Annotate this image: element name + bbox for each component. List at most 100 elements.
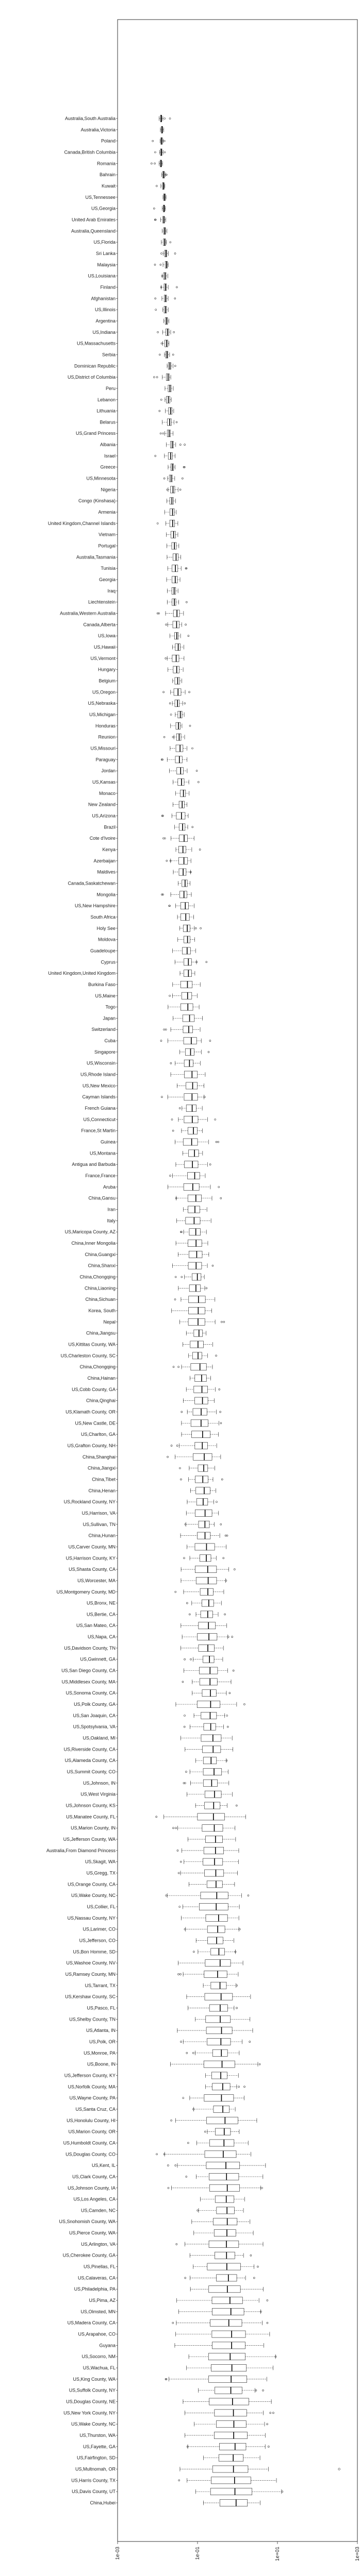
y-tick-label: US,Suffolk County, NY bbox=[69, 2388, 116, 2393]
box bbox=[185, 1217, 201, 1225]
outlier-point bbox=[185, 567, 188, 570]
outlier-point bbox=[180, 2041, 182, 2043]
box bbox=[186, 1082, 198, 1090]
box bbox=[184, 1115, 199, 1123]
y-tick-label: Canada,Saskatchewan bbox=[68, 880, 116, 886]
y-tick-label: US,Jefferson County, WA bbox=[63, 1837, 116, 1842]
outlier-point bbox=[163, 1028, 165, 1031]
outlier-point bbox=[153, 207, 155, 210]
outlier-point bbox=[180, 1411, 183, 1413]
y-tick-label: Sri Lanka bbox=[96, 251, 116, 256]
y-tick-label: US,Atlanta, IN bbox=[86, 2028, 116, 2033]
box bbox=[180, 902, 189, 910]
box bbox=[216, 2420, 247, 2428]
y-tick-label: Finland bbox=[100, 284, 116, 290]
y-tick-label: US,Maine bbox=[95, 993, 116, 998]
box bbox=[183, 1026, 193, 1033]
y-tick-label: US,Massachusetts bbox=[77, 341, 116, 346]
y-tick-label: Singapore bbox=[94, 1049, 116, 1055]
y-tick-label: US,Arizona bbox=[92, 813, 116, 818]
outlier-point bbox=[272, 2412, 274, 2414]
outlier-point bbox=[187, 635, 190, 637]
box bbox=[181, 992, 192, 999]
outlier-point bbox=[183, 1557, 185, 1560]
outlier-point bbox=[211, 1264, 214, 1267]
y-tick-label: US,Illinois bbox=[95, 307, 116, 312]
box bbox=[201, 1734, 222, 1742]
outlier-point bbox=[179, 1973, 182, 1975]
y-tick-label: Iran bbox=[107, 1207, 116, 1212]
box bbox=[207, 2038, 231, 2045]
outlier-point bbox=[205, 1287, 208, 1290]
outlier-point bbox=[169, 994, 171, 997]
box bbox=[191, 1431, 211, 1438]
y-tick-label: Malaysia bbox=[97, 262, 116, 267]
box bbox=[196, 1701, 221, 1708]
outlier-point bbox=[155, 309, 157, 311]
box bbox=[177, 778, 185, 786]
outlier-point bbox=[268, 2446, 270, 2448]
box bbox=[206, 1880, 223, 1888]
y-tick-label: US,Iowa bbox=[98, 633, 116, 638]
box bbox=[180, 913, 190, 921]
box bbox=[212, 2049, 228, 2057]
y-tick-label: US,Washoe County, NV bbox=[66, 1960, 116, 1965]
outlier-point bbox=[156, 522, 159, 524]
box bbox=[202, 1824, 223, 1832]
outlier-point bbox=[226, 1725, 229, 1728]
outlier-point bbox=[180, 1478, 182, 1481]
y-tick-label: Albania bbox=[100, 442, 116, 447]
y-tick-label: Israel bbox=[104, 453, 116, 459]
y-tick-label: US,Missouri bbox=[90, 745, 116, 751]
box bbox=[193, 1453, 212, 1461]
box bbox=[188, 1307, 205, 1314]
y-tick-label: US,Connecticut bbox=[83, 1117, 116, 1122]
outlier-point bbox=[262, 2389, 264, 2392]
box bbox=[200, 1588, 214, 1596]
y-tick-label: Australia,Queensland bbox=[71, 228, 116, 233]
box bbox=[197, 1813, 225, 1821]
box bbox=[211, 2072, 227, 2079]
y-tick-label: Canada,Alberta bbox=[83, 622, 116, 627]
y-tick-label: US,Nassau County, NY bbox=[68, 1916, 116, 1921]
y-tick-label: US,San Joaquin, CA bbox=[73, 1713, 116, 1718]
y-tick-label: China,Guangxi bbox=[85, 1252, 116, 1257]
outlier-point bbox=[243, 1703, 245, 1705]
box bbox=[197, 1633, 218, 1640]
outlier-point bbox=[170, 714, 172, 716]
x-tick-label: 1e+01 bbox=[275, 2547, 281, 2562]
outlier-point bbox=[166, 859, 168, 862]
box bbox=[178, 823, 186, 831]
outlier-point bbox=[220, 1197, 222, 1199]
y-tick-label: Guinea bbox=[101, 1140, 116, 1145]
outlier-point bbox=[186, 2446, 189, 2448]
outlier-point bbox=[183, 466, 186, 468]
box bbox=[205, 1836, 223, 1843]
box bbox=[218, 2454, 244, 2462]
outlier-point bbox=[183, 466, 185, 468]
box bbox=[188, 1149, 199, 1157]
box bbox=[203, 1757, 217, 1765]
outlier-point bbox=[159, 432, 162, 435]
box bbox=[204, 1790, 222, 1798]
box bbox=[172, 565, 178, 572]
outlier-point bbox=[184, 2277, 186, 2279]
outlier-point bbox=[185, 2176, 188, 2178]
box bbox=[182, 1014, 195, 1022]
y-tick-label: US,Philadelphia, PA bbox=[74, 2286, 116, 2292]
outlier-point bbox=[221, 1321, 223, 1323]
y-tick-label: Australia,From Diamond Princess bbox=[46, 1848, 116, 1853]
box bbox=[202, 1745, 221, 1753]
y-tick-label: US,Bronx, NE bbox=[87, 1601, 116, 1606]
y-tick-label: China,Henan bbox=[88, 1488, 116, 1493]
y-tick-label: US,Georgia bbox=[91, 206, 116, 211]
outlier-point bbox=[170, 1445, 173, 1447]
y-tick-label: US,Grafton County, NH bbox=[68, 1443, 116, 1448]
outlier-point bbox=[225, 1580, 227, 1582]
outlier-point bbox=[175, 1827, 177, 1829]
outlier-point bbox=[161, 1096, 163, 1098]
box bbox=[174, 677, 180, 685]
outlier-point bbox=[189, 725, 191, 727]
outlier-point bbox=[236, 1804, 238, 1807]
y-tick-label: China,Shanxi bbox=[88, 1263, 116, 1268]
